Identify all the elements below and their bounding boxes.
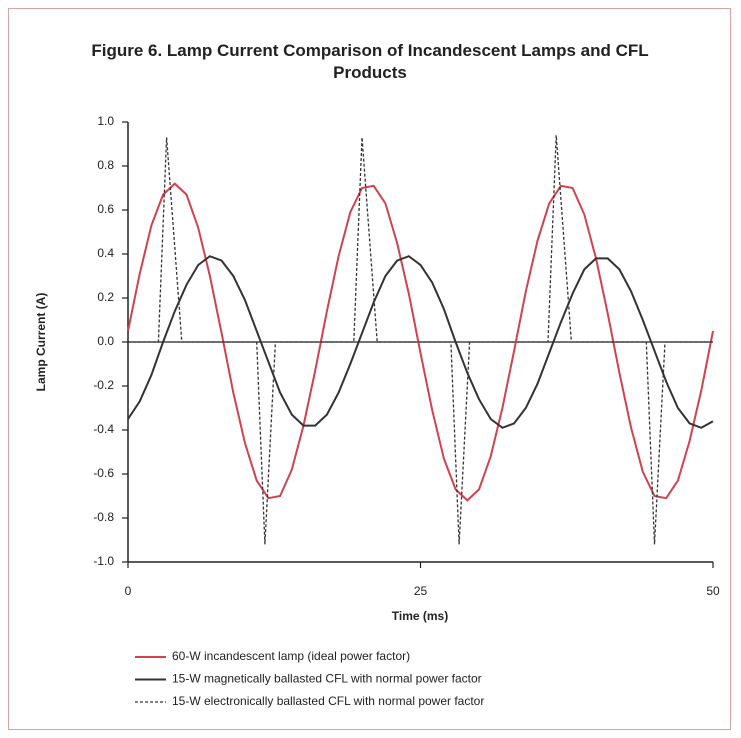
x-tick-label: 0 (125, 584, 132, 598)
x-tick-label: 50 (706, 584, 720, 598)
y-tick-label: -0.4 (93, 422, 114, 436)
y-tick-label: 0.8 (97, 158, 114, 172)
y-tick-label: 0.4 (97, 246, 114, 260)
y-tick-label: -0.2 (93, 378, 114, 392)
frame (8, 8, 731, 730)
y-axis-label: Lamp Current (A) (34, 293, 48, 392)
legend-label: 15-W electronically ballasted CFL with n… (172, 694, 484, 708)
y-tick-label: 0.6 (97, 202, 114, 216)
series-line (127, 255, 714, 429)
y-tick-label: -0.6 (93, 466, 114, 480)
legend-label: 15-W magnetically ballasted CFL with nor… (172, 672, 482, 686)
y-tick-label: -1.0 (93, 554, 114, 568)
y-tick-label: 0.0 (97, 334, 114, 348)
legend-label: 60-W incandescent lamp (ideal power fact… (172, 649, 410, 663)
series-line (128, 135, 713, 545)
chart-title: Figure 6. Lamp Current Comparison of Inc… (91, 41, 649, 82)
y-tick-label: -0.8 (93, 510, 114, 524)
y-tick-label: 0.2 (97, 290, 114, 304)
x-tick-label: 25 (414, 584, 428, 598)
y-tick-label: 1.0 (97, 114, 114, 128)
x-axis-label: Time (ms) (392, 609, 448, 623)
series-line (127, 182, 714, 502)
